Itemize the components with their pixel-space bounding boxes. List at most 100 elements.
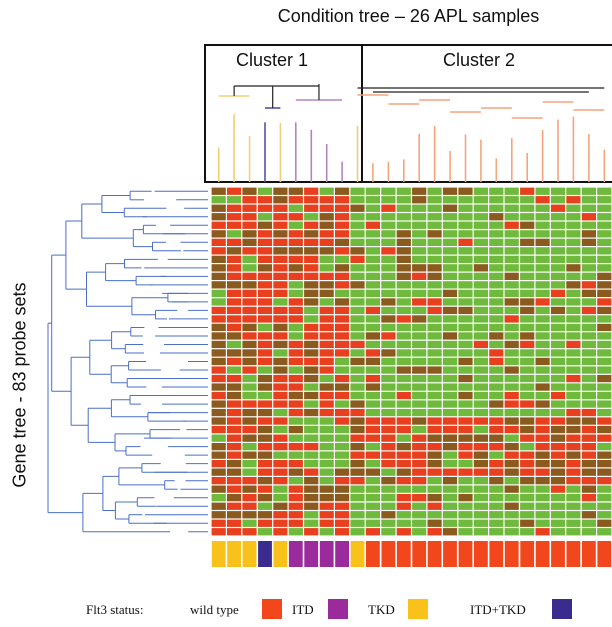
heatmap-cell [566, 425, 581, 434]
heatmap-cell [550, 511, 566, 519]
heatmap-cell [489, 443, 504, 451]
heatmap-cell [458, 494, 473, 502]
heatmap-cell [442, 451, 458, 459]
heatmap-cell [257, 468, 273, 476]
heatmap-cell [304, 460, 319, 468]
heatmap-cell [335, 196, 350, 204]
heatmap-cell [520, 383, 535, 391]
heatmap-cell [211, 255, 226, 263]
heatmap-cell [319, 400, 334, 408]
heatmap-cell [273, 264, 288, 272]
heatmap-cell [335, 315, 350, 323]
heatmap-cell [242, 417, 257, 425]
heatmap-cell [581, 289, 596, 297]
heatmap-cell [257, 408, 273, 417]
heatmap-cell [319, 391, 334, 400]
heatmap-cell [427, 255, 442, 263]
heatmap-cell [242, 451, 257, 459]
heatmap-cell [242, 357, 257, 366]
heatmap-cell [273, 332, 288, 340]
heatmap-cell [597, 349, 612, 357]
heatmap-cell [520, 238, 535, 246]
heatmap-cell [396, 434, 411, 442]
heatmap-cell [520, 221, 535, 229]
heatmap-cell [396, 528, 411, 536]
heatmap-cell [473, 315, 488, 323]
heatmap-cell [473, 213, 488, 221]
heatmap-cell [211, 204, 226, 212]
heatmap-cell [319, 281, 334, 289]
heatmap-cell [412, 272, 427, 280]
heatmap-cell [442, 502, 458, 510]
status-cell [319, 541, 334, 567]
heatmap-cell [350, 400, 365, 408]
heatmap-cell [597, 221, 612, 229]
heatmap-cell [535, 196, 550, 204]
heatmap-cell [535, 434, 550, 442]
heatmap-cell [396, 213, 411, 221]
heatmap-cell [520, 366, 535, 374]
status-cell [458, 541, 473, 567]
heatmap-cell [350, 383, 365, 391]
heatmap-cell [535, 417, 550, 425]
heatmap-cell [227, 468, 242, 476]
heatmap-cell [550, 425, 566, 434]
heatmap-cell [304, 511, 319, 519]
heatmap-cell [350, 477, 365, 485]
heatmap-cell [227, 443, 242, 451]
heatmap-cell [350, 434, 365, 442]
heatmap-cell [257, 213, 273, 221]
heatmap-cell [550, 323, 566, 332]
heatmap-cell [288, 468, 303, 476]
heatmap-cell [597, 357, 612, 366]
heatmap-cell [365, 238, 380, 246]
heatmap-cell [473, 298, 488, 306]
heatmap-cell [442, 247, 458, 255]
heatmap-cell [458, 264, 473, 272]
heatmap-cell [227, 366, 242, 374]
heatmap-cell [458, 247, 473, 255]
heatmap-cell [396, 451, 411, 459]
heatmap-cell [257, 383, 273, 391]
heatmap-cell [520, 519, 535, 527]
heatmap-cell [458, 298, 473, 306]
heatmap-cell [473, 374, 488, 383]
heatmap-cell [489, 511, 504, 519]
heatmap-cell [319, 468, 334, 476]
heatmap-cell [350, 323, 365, 332]
heatmap-cell [350, 289, 365, 297]
heatmap-cell [288, 247, 303, 255]
heatmap-cell [319, 366, 334, 374]
heatmap-cell [566, 485, 581, 493]
heatmap-cell [458, 460, 473, 468]
heatmap-cell [350, 425, 365, 434]
heatmap-cell [335, 221, 350, 229]
heatmap-cell [412, 357, 427, 366]
heatmap-cell [211, 451, 226, 459]
heatmap-cell [242, 213, 257, 221]
heatmap-cell [319, 332, 334, 340]
heatmap-cell [273, 391, 288, 400]
heatmap-cell [520, 357, 535, 366]
heatmap-cell [396, 332, 411, 340]
heatmap-cell [597, 443, 612, 451]
heatmap-cell [227, 230, 242, 238]
heatmap-cell [504, 494, 519, 502]
heatmap-cell [458, 349, 473, 357]
heatmap-cell [597, 528, 612, 536]
heatmap-cell [319, 340, 334, 349]
heatmap-cell [319, 408, 334, 417]
heatmap-cell [319, 298, 334, 306]
heatmap-cell [227, 460, 242, 468]
heatmap-cell [335, 391, 350, 400]
heatmap-cell [257, 196, 273, 204]
heatmap-cell [597, 374, 612, 383]
heatmap-cell [597, 485, 612, 493]
heatmap-cell [535, 400, 550, 408]
heatmap-cell [581, 264, 596, 272]
heatmap-cell [442, 264, 458, 272]
heatmap-cell [489, 408, 504, 417]
heatmap-cell [520, 477, 535, 485]
heatmap-cell [211, 289, 226, 297]
heatmap-cell [365, 315, 380, 323]
